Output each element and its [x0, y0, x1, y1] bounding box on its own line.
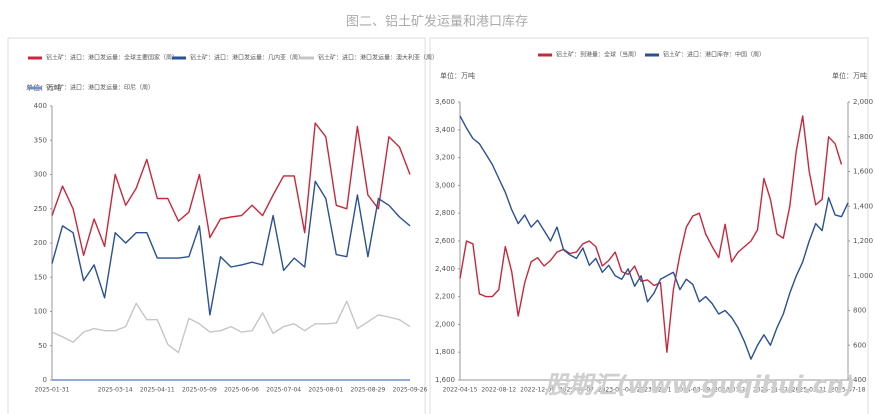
y-unit: 单位：万吨 — [440, 71, 475, 80]
y-unit: 单位：万吨 — [26, 83, 61, 92]
series-line — [459, 115, 849, 360]
left-panel — [7, 37, 426, 414]
plots: 0 50 100 150 200 250 300 350 400 2025-01-31 2025-0… — [26, 51, 873, 394]
y-tick-label: 2,400 — [435, 265, 455, 273]
y-tick-label: 0 — [43, 376, 47, 384]
x-tick-label: 2025-07-18 — [831, 387, 866, 394]
y2-tick-label: 1,400 — [853, 202, 873, 210]
y-tick-label: 2,000 — [435, 320, 455, 328]
y-tick-label: 350 — [34, 136, 47, 144]
y-tick-label: 50 — [38, 342, 47, 350]
x-tick-label: 2025-04-11 — [140, 387, 175, 394]
x-tick-label: 2022-08-12 — [481, 387, 516, 394]
y2-tick-label: 1,200 — [853, 237, 873, 245]
series-line — [51, 122, 411, 256]
y2-tick-label: 800 — [853, 307, 866, 315]
x-tick-label: 2025-09-26 — [393, 387, 428, 394]
x-tick-label: 2023-08-04 — [598, 387, 633, 394]
x-tick-label: 2022-12-09 — [520, 387, 555, 394]
y-tick-label: 2,800 — [435, 209, 455, 217]
watermark: 股期汇(www.guqihui.cn) — [543, 371, 855, 399]
x-tick-label: 2023-04-07 — [559, 387, 594, 394]
y2-tick-label: 1,000 — [853, 272, 873, 280]
legend-label: 铝土矿：进口：港口发运量：全球主要国家（周） — [46, 54, 178, 62]
x-tick-label: 2024-11-22 — [753, 387, 788, 394]
y-tick-label: 3,400 — [435, 126, 455, 134]
y-tick-label: 300 — [34, 171, 47, 179]
y2-unit: 单位：万吨 — [832, 71, 867, 80]
y-tick-label: 400 — [34, 102, 47, 110]
x-tick-label: 2025-08-29 — [350, 387, 385, 394]
legend-label: 铝土矿：到港量：全球（当周） — [556, 51, 640, 59]
x-tick-label: 2025-07-04 — [266, 387, 301, 394]
y-tick-label: 3,200 — [435, 154, 455, 162]
legend-label: 铝土矿：进口：港口库存：中国（周） — [663, 51, 765, 59]
x-tick-label: 2025-03-14 — [98, 387, 133, 394]
legend-label: 铝土矿：进口：港口发运量：印尼（周） — [46, 84, 154, 92]
x-tick-label: 2025-06-06 — [224, 387, 259, 394]
x-tick-label: 2025-03-21 — [792, 387, 827, 394]
right-panel — [429, 37, 869, 414]
y-tick-label: 100 — [34, 308, 47, 316]
y-tick-label: 1,800 — [435, 348, 455, 356]
y-tick-label: 3,000 — [435, 181, 455, 189]
legend-label: 铝土矿：进口：港口发运量：几内亚（周） — [190, 54, 304, 62]
x-tick-label: 2025-05-09 — [182, 387, 217, 394]
x-tick-label: 2025-08-01 — [308, 387, 343, 394]
y2-tick-label: 1,600 — [853, 168, 873, 176]
y-tick-label: 2,200 — [435, 293, 455, 301]
figure-title: 图二、铝土矿发运量和港口库存 — [346, 14, 528, 30]
y-tick-label: 150 — [34, 273, 47, 281]
y2-tick-label: 1,800 — [853, 133, 873, 141]
x-tick-label: 2023-12-01 — [637, 387, 672, 394]
y-tick-label: 3,600 — [435, 98, 455, 106]
y-tick-label: 2,600 — [435, 237, 455, 245]
y-tick-label: 200 — [34, 239, 47, 247]
x-tick-label: 2022-04-15 — [443, 387, 478, 394]
y2-tick-label: 400 — [853, 376, 866, 384]
x-tick-label: 2024-03-29 — [675, 387, 710, 394]
series-line — [51, 300, 411, 354]
y-tick-label: 1,600 — [435, 376, 455, 384]
series-line — [51, 180, 411, 316]
legend-label: 铝土矿：进口：港口发运量：澳大利亚（周） — [318, 54, 438, 62]
x-tick-label: 2024-07-26 — [714, 387, 749, 394]
series-line — [459, 115, 843, 353]
x-tick-label: 2025-01-31 — [35, 387, 70, 394]
y2-tick-label: 2,000 — [853, 98, 873, 106]
y2-tick-label: 600 — [853, 341, 866, 349]
y-tick-label: 250 — [34, 205, 47, 213]
